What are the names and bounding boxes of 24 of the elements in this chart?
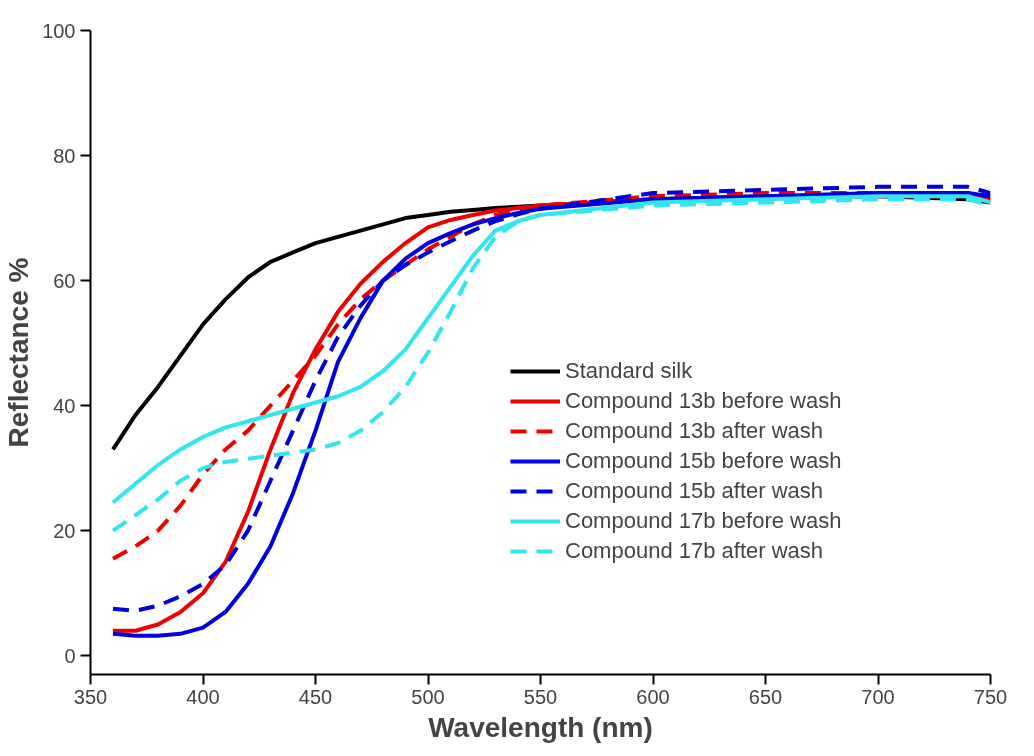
y-tick-label: 80 <box>53 144 76 167</box>
x-tick-label: 400 <box>186 685 220 708</box>
legend-label: Compound 17b after wash <box>565 538 824 564</box>
legend-label: Standard silk <box>565 358 693 384</box>
legend-label: Compound 13b before wash <box>565 388 842 414</box>
x-tick-label: 700 <box>861 685 895 708</box>
legend-label: Compound 15b after wash <box>565 478 824 504</box>
x-tick-label: 650 <box>748 685 783 708</box>
y-tick-label: 20 <box>53 519 76 542</box>
y-tick-label: 60 <box>53 269 76 292</box>
x-tick-label: 600 <box>636 685 670 708</box>
x-tick-label: 750 <box>973 685 1008 708</box>
legend-label: Compound 13b after wash <box>565 418 824 444</box>
legend-label: Compound 17b before wash <box>565 508 842 534</box>
y-axis-title: Reflectance % <box>3 257 35 448</box>
x-tick-label: 350 <box>73 685 108 708</box>
y-tick-label: 0 <box>64 644 76 667</box>
y-tick-label: 40 <box>53 394 76 417</box>
x-tick-label: 550 <box>523 685 558 708</box>
x-axis-title: Wavelength (nm) <box>428 711 653 743</box>
x-tick-label: 450 <box>298 685 333 708</box>
legend-label: Compound 15b before wash <box>565 448 842 474</box>
y-tick-label: 100 <box>42 19 76 42</box>
x-tick-label: 500 <box>411 685 445 708</box>
